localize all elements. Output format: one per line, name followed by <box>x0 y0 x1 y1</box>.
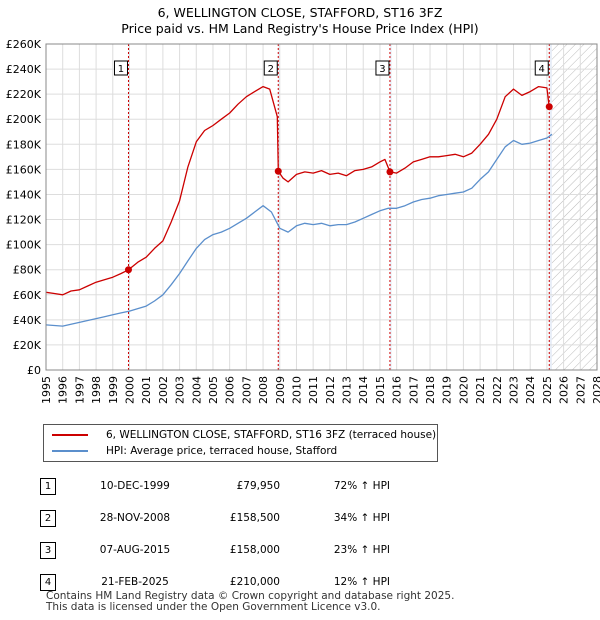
sale-point <box>545 103 553 111</box>
sale-point <box>124 266 132 274</box>
sale-date: 07-AUG-2015 <box>99 544 171 556</box>
x-tick-label: 2023 <box>508 376 521 404</box>
x-tick-label: 2018 <box>424 376 437 404</box>
sale-label-box <box>375 60 390 76</box>
x-tick-label: 2014 <box>357 376 370 404</box>
sale-period-shade <box>128 44 130 370</box>
x-tick-label: 2009 <box>274 376 287 404</box>
sale-number-badge: 4 <box>40 573 56 591</box>
x-tick-label: 2019 <box>441 376 454 404</box>
x-tick-label: 2004 <box>190 376 203 404</box>
y-tick-label: £180K <box>6 138 42 151</box>
sale-price: £210,000 <box>229 576 280 588</box>
x-tick-label: 2024 <box>524 376 537 404</box>
x-tick-label: 2026 <box>558 376 571 404</box>
x-tick-label: 2002 <box>157 376 170 404</box>
y-tick-label: £200K <box>6 113 42 126</box>
footer-licence: This data is licensed under the Open Gov… <box>46 601 381 613</box>
legend: 6, WELLINGTON CLOSE, STAFFORD, ST16 3FZ … <box>43 424 438 462</box>
sale-label-box <box>263 60 278 76</box>
legend-swatch-property <box>52 434 88 436</box>
table-row: 4 21-FEB-2025 £210,000 12% ↑ HPI <box>40 566 390 598</box>
sale-label-number: 1 <box>118 64 124 75</box>
y-tick-label: £20K <box>13 339 42 352</box>
table-row: 1 10-DEC-1999 £79,950 72% ↑ HPI <box>40 470 390 502</box>
price-chart: £0 £20K £40K £60K £80K £100K £120K £140K £160K £1… <box>6 38 600 404</box>
sale-point <box>386 168 394 176</box>
sale-hpi-change: 23% ↑ HPI <box>333 544 390 556</box>
y-tick-label: £100K <box>6 239 42 252</box>
x-tick-label: 2003 <box>174 376 187 404</box>
sale-label-number: 4 <box>539 64 545 75</box>
y-tick-label: £40K <box>13 314 42 327</box>
x-tick-label: 2022 <box>491 376 504 404</box>
x-tick-label: 2011 <box>307 376 320 404</box>
sale-label-number: 2 <box>268 64 274 75</box>
x-tick-label: 2013 <box>341 376 354 404</box>
x-tick-label: 2028 <box>591 376 600 404</box>
sale-number-badge: 1 <box>40 477 56 495</box>
legend-swatch-hpi <box>52 450 88 452</box>
table-row: 2 28-NOV-2008 £158,500 34% ↑ HPI <box>40 502 390 534</box>
sale-point <box>274 167 282 175</box>
x-tick-label: 1996 <box>57 376 70 404</box>
property-price-line <box>45 85 553 296</box>
sale-date: 21-FEB-2025 <box>101 576 169 588</box>
sale-period-shade <box>389 44 392 370</box>
x-tick-label: 2025 <box>541 376 554 404</box>
x-tick-label: 2001 <box>140 376 153 404</box>
y-tick-label: £140K <box>6 188 42 201</box>
footer-copyright: Contains HM Land Registry data © Crown c… <box>46 590 455 602</box>
sale-label-number: 3 <box>379 64 385 75</box>
x-tick-label: 2006 <box>224 376 237 404</box>
sale-price: £158,500 <box>229 512 280 524</box>
hpi-line <box>45 133 553 327</box>
chart-title-address: 6, WELLINGTON CLOSE, STAFFORD, ST16 3FZ <box>157 5 443 20</box>
sale-period-shade <box>549 44 552 370</box>
sale-label-box <box>534 60 549 76</box>
y-tick-label: £240K <box>6 63 42 76</box>
future-hatch <box>551 44 597 370</box>
x-tick-label: 1999 <box>107 376 120 404</box>
sale-price: £158,000 <box>229 544 280 556</box>
y-tick-label: £220K <box>6 88 42 101</box>
x-tick-label: 2008 <box>257 376 270 404</box>
sales-table: 1 10-DEC-1999 £79,950 72% ↑ HPI 2 28-NOV… <box>40 470 390 598</box>
x-tick-label: 1997 <box>73 376 86 404</box>
x-tick-label: 2012 <box>324 376 337 404</box>
x-tick-label: 2005 <box>207 376 220 404</box>
sale-hpi-change: 12% ↑ HPI <box>333 576 390 588</box>
x-tick-label: 2021 <box>474 376 487 404</box>
sale-period-shade <box>278 44 280 370</box>
x-tick-label: 2020 <box>457 376 470 404</box>
y-tick-label: £260K <box>6 38 42 51</box>
y-tick-label: £120K <box>6 214 42 227</box>
sale-hpi-change: 72% ↑ HPI <box>333 480 390 492</box>
y-tick-label: £0 <box>27 364 41 377</box>
x-tick-label: 1998 <box>90 376 103 404</box>
x-tick-label: 1995 <box>40 376 53 404</box>
x-tick-label: 2017 <box>407 376 420 404</box>
legend-label-property: 6, WELLINGTON CLOSE, STAFFORD, ST16 3FZ … <box>106 429 437 441</box>
y-tick-label: £60K <box>13 289 42 302</box>
x-tick-label: 2000 <box>123 376 136 404</box>
y-tick-label: £160K <box>6 163 42 176</box>
sale-label-box <box>113 60 128 76</box>
sale-date: 28-NOV-2008 <box>99 512 171 524</box>
x-tick-label: 2027 <box>574 376 587 404</box>
plot-frame <box>45 43 598 371</box>
legend-label-hpi: HPI: Average price, terraced house, Staf… <box>106 445 338 457</box>
x-tick-label: 2015 <box>374 376 387 404</box>
sale-date: 10-DEC-1999 <box>100 480 170 492</box>
y-tick-label: £80K <box>13 264 42 277</box>
x-tick-label: 2010 <box>290 376 303 404</box>
sale-price: £79,950 <box>236 480 280 492</box>
x-tick-label: 2007 <box>240 376 253 404</box>
x-tick-label: 2016 <box>391 376 404 404</box>
chart-subtitle: Price paid vs. HM Land Registry's House … <box>121 21 479 36</box>
table-row: 3 07-AUG-2015 £158,000 23% ↑ HPI <box>40 534 390 566</box>
sale-number-badge: 3 <box>40 541 56 559</box>
sale-number-badge: 2 <box>40 509 56 527</box>
sale-hpi-change: 34% ↑ HPI <box>333 512 390 524</box>
